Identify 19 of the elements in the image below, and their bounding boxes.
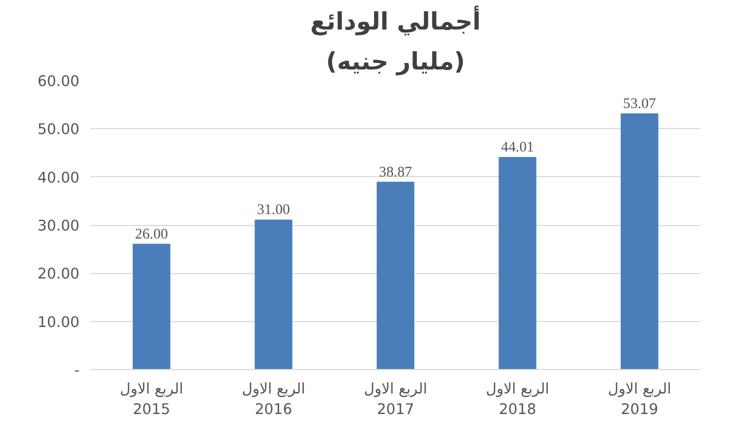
y-tick-label: - — [74, 362, 80, 379]
y-tick-label: 40.00 — [38, 169, 80, 186]
bar — [498, 157, 536, 370]
chart-subtitle: (مليار جنيه) — [326, 48, 466, 76]
y-tick-label: 30.00 — [38, 218, 80, 234]
data-label: 26.00 — [135, 226, 168, 242]
y-tick-label: 60.00 — [38, 73, 80, 90]
chart-title: أجمالي الودائع — [310, 6, 481, 36]
data-label: 53.07 — [623, 96, 656, 112]
data-label: 44.01 — [501, 140, 534, 156]
y-tick-label: 50.00 — [38, 121, 80, 138]
bar — [620, 113, 658, 370]
data-label: 31.00 — [257, 202, 290, 218]
bar — [132, 244, 170, 370]
y-tick-label: 20.00 — [38, 266, 80, 283]
bar — [254, 220, 292, 370]
data-label: 38.87 — [379, 164, 412, 180]
bar — [376, 182, 414, 370]
y-tick-label: 10.00 — [38, 314, 80, 331]
